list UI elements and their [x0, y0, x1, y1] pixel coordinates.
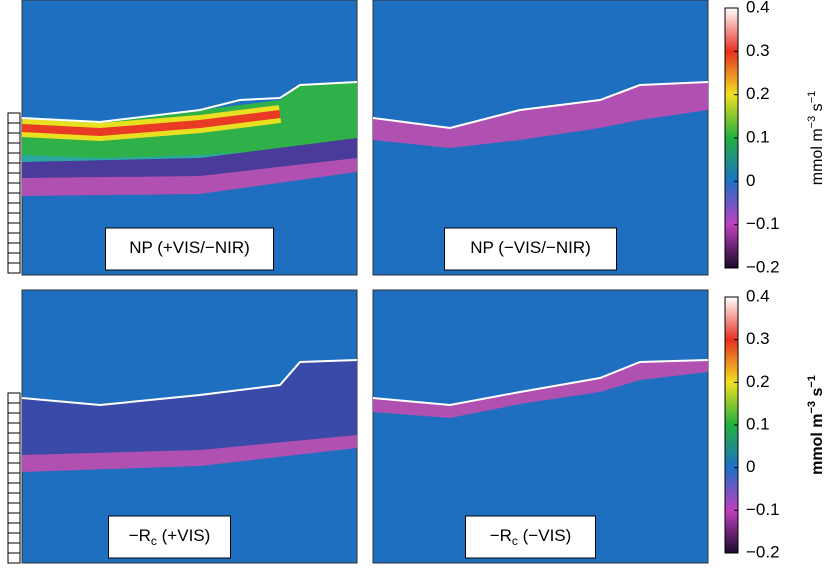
heatmap-texture: [373, 359, 708, 418]
colorbar-tick-label: −0.1: [746, 500, 780, 519]
ladder-box: [7, 412, 21, 424]
ladder-box: [7, 242, 21, 254]
panel-label-part: (+VIS): [157, 526, 210, 545]
colorbar-label-part: s: [809, 103, 826, 115]
heatmap-texture: [22, 81, 357, 196]
panel-label-part: c: [151, 534, 157, 548]
ladder-box: [7, 232, 21, 244]
colorbar-tick-label: 0.4: [746, 286, 770, 305]
colorbar-tick-label: 0.2: [746, 372, 770, 391]
panel-label-part: NP (+VIS/−NIR): [129, 238, 250, 257]
panel-label-part: −R: [129, 526, 151, 545]
colorbar-label-part: −1: [806, 91, 818, 104]
depth-ladder: [7, 112, 21, 564]
colorbar-label-part: mmol m: [809, 414, 826, 475]
ladder-box: [7, 112, 21, 124]
panel-label-part: −R: [490, 526, 512, 545]
ladder-box: [7, 542, 21, 554]
ladder-box: [7, 172, 21, 184]
colorbar-tick-label: −0.2: [746, 257, 780, 276]
ladder-box: [7, 132, 21, 144]
ladder-box: [7, 262, 21, 274]
colorbar-tick-label: 0.2: [746, 84, 770, 103]
panel-label-box: [108, 515, 231, 559]
heatmap-texture: [22, 359, 357, 472]
ladder-box: [7, 472, 21, 484]
heatmap-texture: [373, 81, 708, 148]
panel-label-box: [444, 227, 617, 271]
ladder-box: [7, 552, 21, 564]
panel-label: NP (+VIS/−NIR): [129, 238, 250, 257]
colorbar-tick-label: −0.2: [746, 542, 780, 561]
colorbar-label-part: mmol m: [809, 128, 826, 185]
colorbar-label: mmol m−3 s−1: [806, 375, 826, 475]
ladder-box: [7, 422, 21, 434]
ladder-box: [7, 442, 21, 454]
ladder-box: [7, 222, 21, 234]
ladder-box: [7, 392, 21, 404]
colorbar-tick-label: 0: [746, 171, 755, 190]
ladder-box: [7, 482, 21, 494]
ladder-box: [7, 432, 21, 444]
colorbar-tick-label: 0.4: [746, 0, 770, 16]
ladder-box: [7, 522, 21, 534]
colorbar-label-part: s: [809, 388, 826, 401]
panel-label-part: NP (−VIS/−NIR): [470, 238, 591, 257]
ladder-box: [7, 142, 21, 154]
ladder-box: [7, 492, 21, 504]
panel-label: NP (−VIS/−NIR): [470, 238, 591, 257]
colorbar-tick-label: 0.3: [746, 41, 770, 60]
ladder-box: [7, 212, 21, 224]
colorbar-label-part: −3: [806, 401, 818, 414]
colorbar-tick-label: −0.1: [746, 214, 780, 233]
ladder-box: [7, 252, 21, 264]
ladder-box: [7, 162, 21, 174]
panel-label: −Rc (+VIS): [129, 526, 211, 548]
panel-label-box: [105, 227, 274, 271]
panel-label-part: (−VIS): [518, 526, 571, 545]
colorbar-tick-label: 0: [746, 457, 755, 476]
colorbar-label-part: −1: [806, 375, 818, 388]
ladder-box: [7, 512, 21, 524]
ladder-box: [7, 452, 21, 464]
panel-label: −Rc (−VIS): [490, 526, 572, 548]
ladder-box: [7, 152, 21, 164]
colorbar-tick-label: 0.1: [746, 414, 770, 433]
ladder-box: [7, 182, 21, 194]
ladder-box: [7, 502, 21, 514]
colorbar-tick-label: 0.1: [746, 127, 770, 146]
panel-background: [21, 0, 709, 564]
ladder-box: [7, 122, 21, 134]
colorbar-label: mmol m−3 s−1: [806, 91, 826, 185]
ladder-box: [7, 202, 21, 214]
colorbar-label-part: −3: [806, 116, 818, 129]
ladder-box: [7, 192, 21, 204]
ladder-box: [7, 402, 21, 414]
panel-label-part: c: [512, 534, 518, 548]
panel-label-box: [465, 515, 596, 559]
ladder-box: [7, 462, 21, 474]
ladder-box: [7, 532, 21, 544]
colorbar-tick-label: 0.3: [746, 329, 770, 348]
